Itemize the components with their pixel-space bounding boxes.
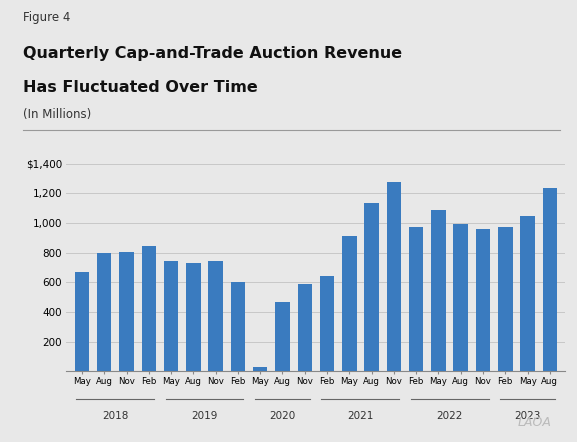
Bar — [542, 188, 557, 371]
Bar — [298, 285, 312, 371]
Text: Has Fluctuated Over Time: Has Fluctuated Over Time — [23, 80, 258, 95]
Bar — [119, 252, 134, 371]
Text: Figure 4: Figure 4 — [23, 11, 70, 24]
Bar — [476, 229, 490, 371]
Text: 2018: 2018 — [102, 411, 129, 421]
Text: (In Millions): (In Millions) — [23, 108, 91, 121]
Bar — [409, 227, 424, 371]
Text: 2019: 2019 — [192, 411, 218, 421]
Bar — [342, 236, 357, 371]
Bar — [454, 224, 468, 371]
Bar — [498, 227, 512, 371]
Text: Quarterly Cap-and-Trade Auction Revenue: Quarterly Cap-and-Trade Auction Revenue — [23, 46, 402, 61]
Text: 2021: 2021 — [347, 411, 374, 421]
Bar — [231, 282, 245, 371]
Bar — [364, 203, 379, 371]
Text: 2022: 2022 — [436, 411, 463, 421]
Bar — [208, 262, 223, 371]
Bar — [253, 367, 268, 371]
Bar — [141, 246, 156, 371]
Bar — [74, 272, 89, 371]
Bar — [387, 182, 401, 371]
Bar — [320, 276, 334, 371]
Bar — [431, 210, 445, 371]
Text: LAOA: LAOA — [517, 416, 551, 429]
Bar — [97, 253, 111, 371]
Bar — [164, 262, 178, 371]
Text: 2023: 2023 — [514, 411, 541, 421]
Text: 2020: 2020 — [269, 411, 295, 421]
Bar — [520, 216, 535, 371]
Bar — [186, 263, 201, 371]
Bar — [275, 302, 290, 371]
